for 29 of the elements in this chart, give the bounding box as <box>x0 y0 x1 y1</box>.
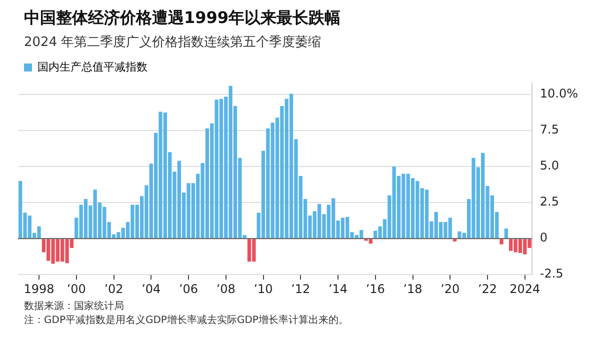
legend-label: 国内生产总值平减指数 <box>38 60 148 74</box>
y-tick-label: 2.5 <box>540 194 559 209</box>
x-tick-label: ’18 <box>403 282 422 296</box>
x-tick-label: ’14 <box>328 282 348 296</box>
y-tick-label: 0 <box>540 230 548 245</box>
x-tick-label: 2024 <box>510 282 540 296</box>
x-tick-label: ’10 <box>254 282 273 296</box>
bar <box>504 228 508 238</box>
x-tick-label: ’04 <box>142 282 161 296</box>
bar <box>410 178 415 238</box>
y-tick-label: 5.0 <box>540 158 559 173</box>
x-tick-label: ’12 <box>291 282 310 296</box>
x-tick-label: ’06 <box>178 282 198 296</box>
text: 注：GDP平减指数是用名义GDP增长率减去实际GDP增长率计算出来的。 <box>24 314 348 328</box>
bar <box>500 239 504 244</box>
bar <box>247 239 252 262</box>
y-tick-label: 7.5 <box>540 122 559 137</box>
chart-subtitle: 2024 年第二季度广义价格指数连续第五个季度萎缩 <box>24 34 322 51</box>
x-tick-label: ’08 <box>216 282 236 296</box>
y-tick-label: -2.5 <box>540 266 564 281</box>
source-note: 数据来源：国家统计局 <box>24 300 125 314</box>
x-tick-label: ’22 <box>478 282 498 296</box>
x-tick-label: ’20 <box>440 282 460 296</box>
x-tick-label: ’16 <box>366 282 385 296</box>
x-tick-label: ’00 <box>66 282 86 296</box>
x-tick-label: 1998 <box>24 282 54 296</box>
y-tick-label: 10.0% <box>540 86 578 101</box>
chart-title: 中国整体经济价格遭遇1999年以来最长跌幅 <box>24 8 341 29</box>
x-tick-label: ’02 <box>104 282 124 296</box>
